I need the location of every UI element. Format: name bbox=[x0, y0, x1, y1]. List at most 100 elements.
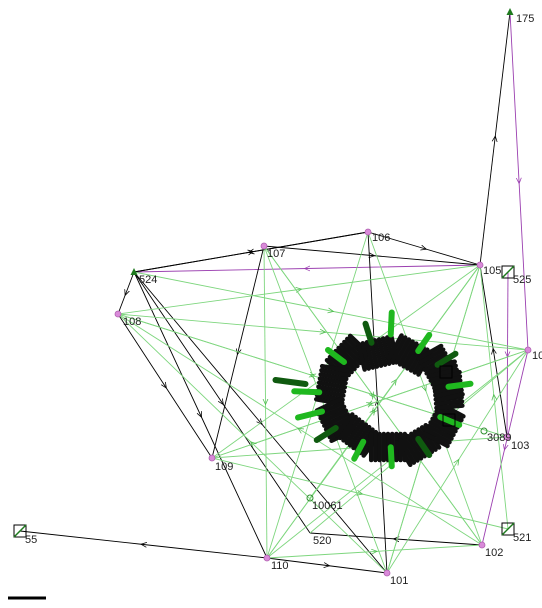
flow-arrow bbox=[362, 320, 375, 346]
coil-stroke bbox=[322, 412, 350, 428]
node-label: 524 bbox=[139, 274, 157, 286]
flow-arrow bbox=[351, 438, 367, 462]
node-521: 521 bbox=[501, 522, 531, 544]
node-marker bbox=[114, 310, 122, 318]
central-cluster bbox=[272, 309, 474, 470]
node-marker bbox=[130, 268, 138, 275]
node-marker bbox=[501, 265, 515, 279]
node-marker bbox=[480, 427, 488, 435]
edge-n102-n107 bbox=[263, 245, 483, 546]
node-101: 101 bbox=[383, 569, 408, 587]
coil-stroke bbox=[418, 347, 446, 365]
coil-stroke bbox=[337, 414, 358, 441]
coil-stroke bbox=[416, 427, 435, 455]
coil-stroke bbox=[428, 420, 456, 438]
coil-stroke bbox=[339, 342, 363, 366]
node-marker bbox=[501, 522, 515, 536]
coil-stroke bbox=[317, 376, 348, 386]
node-175: 175 bbox=[506, 8, 534, 25]
coil-stroke bbox=[428, 363, 458, 375]
coil-stroke bbox=[318, 372, 349, 382]
coil-stroke bbox=[336, 345, 360, 369]
coil-stroke bbox=[320, 408, 349, 425]
node-520: 520 bbox=[313, 535, 331, 547]
node-marker bbox=[364, 228, 372, 236]
node-105: 105 bbox=[476, 261, 501, 277]
coil-stroke bbox=[434, 387, 464, 399]
node-marker bbox=[503, 433, 511, 441]
coil-stroke bbox=[420, 351, 448, 369]
node-55: 55 bbox=[13, 524, 37, 546]
edge-n106-n524 bbox=[133, 231, 369, 273]
node-label: 175 bbox=[516, 13, 534, 25]
edge-layer bbox=[19, 11, 529, 574]
edge-n106-n105 bbox=[367, 231, 481, 266]
edge-n105-n175 bbox=[479, 11, 511, 266]
coil-stroke bbox=[431, 375, 461, 387]
edge-n103-n105 bbox=[479, 264, 508, 438]
node-label: 10061 bbox=[312, 500, 343, 512]
edge-n107-n110 bbox=[264, 245, 267, 559]
coil-stroke bbox=[318, 404, 347, 421]
coil-bundle bbox=[313, 363, 351, 407]
edge-n102-n520 bbox=[309, 532, 483, 546]
node-label: 525 bbox=[513, 274, 531, 286]
coil-stroke bbox=[372, 338, 384, 368]
coil-stroke bbox=[316, 380, 348, 390]
node-109: 109 bbox=[208, 454, 233, 473]
coil-stroke bbox=[430, 371, 460, 383]
node-label: 108 bbox=[123, 316, 141, 328]
node-marker bbox=[478, 541, 486, 549]
node-marker-slash bbox=[501, 265, 515, 279]
node-marker bbox=[13, 524, 27, 538]
edge-n525-n103 bbox=[507, 271, 508, 438]
coil-stroke bbox=[416, 343, 444, 361]
edge-n108-n109 bbox=[117, 313, 213, 459]
node-103: 103 bbox=[503, 433, 529, 452]
coil-stroke bbox=[401, 435, 420, 463]
coil-stroke bbox=[386, 333, 404, 361]
node-label: 105 bbox=[483, 265, 501, 277]
edge-n106-n102 bbox=[367, 231, 483, 546]
node-label: 10 bbox=[532, 350, 542, 362]
coil-stroke bbox=[341, 417, 362, 443]
coil-stroke bbox=[397, 339, 415, 367]
flow-arrow bbox=[325, 347, 347, 365]
coil-stroke bbox=[390, 335, 408, 363]
node-524: 524 bbox=[130, 268, 157, 286]
coil-stroke bbox=[356, 341, 367, 372]
edge-n175-n10 bbox=[509, 11, 529, 351]
edge-n110-n102 bbox=[266, 544, 483, 559]
edge-n524-n10 bbox=[133, 271, 529, 351]
coil-stroke bbox=[398, 438, 417, 465]
node-525: 525 bbox=[501, 265, 531, 286]
node-label: 521 bbox=[513, 532, 531, 544]
node-label: 110 bbox=[271, 560, 289, 572]
node-102: 102 bbox=[478, 541, 503, 559]
node-marker bbox=[260, 242, 268, 250]
edge-n110-n55 bbox=[19, 530, 268, 559]
coil-stroke bbox=[316, 384, 347, 394]
node-106: 106 bbox=[364, 228, 390, 244]
node-label: 107 bbox=[267, 248, 285, 260]
node-107: 107 bbox=[260, 242, 285, 260]
node-label: 106 bbox=[372, 232, 390, 244]
flow-arrow bbox=[434, 350, 459, 368]
coil-stroke bbox=[435, 392, 465, 403]
edge-n101-n108 bbox=[117, 313, 388, 574]
flow-arrow bbox=[445, 380, 474, 390]
edge-n524-n110 bbox=[133, 271, 268, 559]
coil-stroke bbox=[409, 431, 427, 459]
node-label: 103 bbox=[511, 440, 529, 452]
edge-n110-n101 bbox=[266, 557, 388, 574]
cluster-box-marker bbox=[439, 365, 453, 379]
flow-arrow bbox=[387, 444, 395, 470]
edge-n524-n101 bbox=[133, 271, 388, 574]
edge-n109-n521 bbox=[211, 457, 509, 530]
edge-n105-n524 bbox=[133, 264, 481, 273]
coil-stroke bbox=[422, 431, 450, 449]
coil-stroke bbox=[314, 396, 343, 413]
node-marker bbox=[506, 8, 514, 15]
